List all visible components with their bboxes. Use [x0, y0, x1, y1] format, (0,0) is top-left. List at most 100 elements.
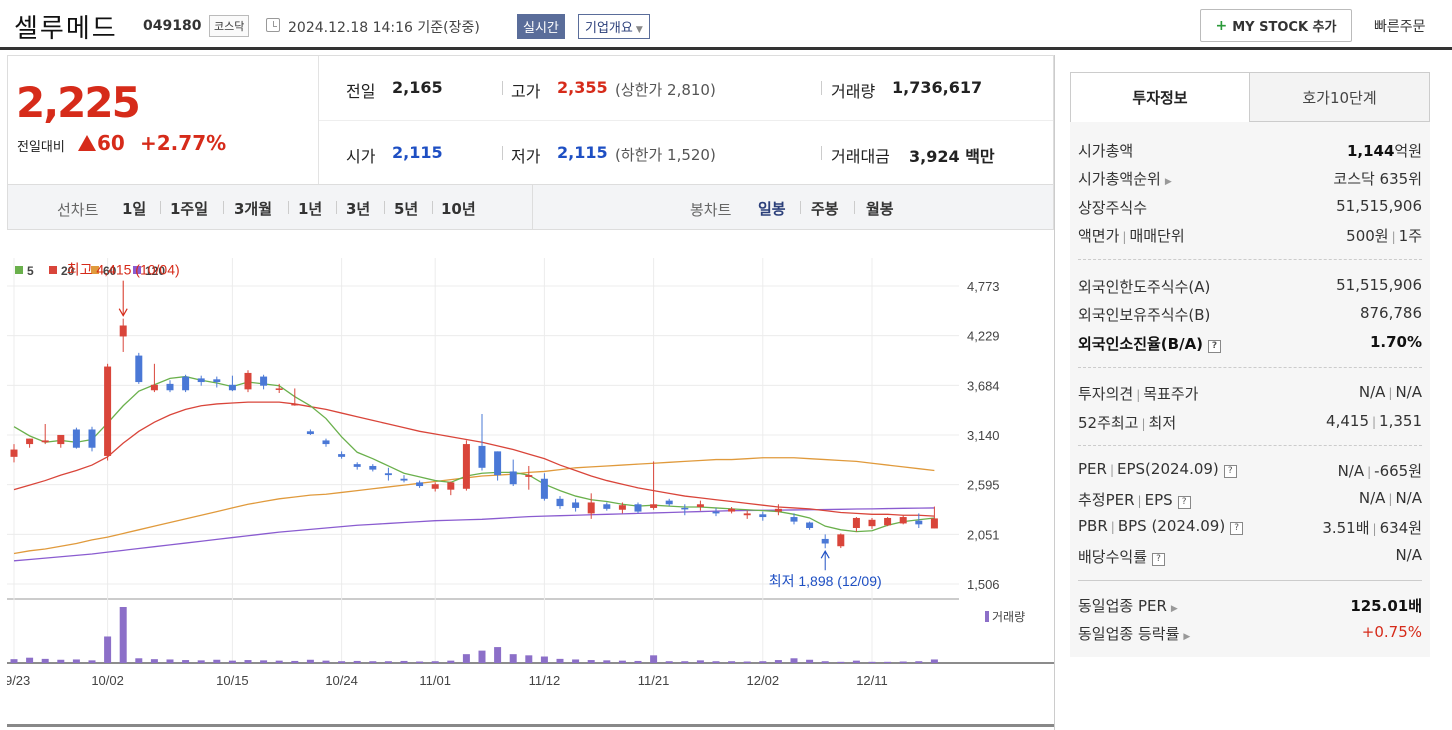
period-5y[interactable]: 5년 — [394, 200, 419, 218]
chevron-right-icon: ▶ — [1164, 177, 1172, 187]
period-10y[interactable]: 10년 — [441, 200, 476, 218]
candle-body — [400, 478, 408, 481]
line-chart-label[interactable]: 선차트 — [57, 201, 99, 219]
my-stock-add-button[interactable]: + MY STOCK 추가 — [1200, 9, 1352, 42]
candle-body — [166, 383, 174, 391]
prev-label: 전일 — [346, 82, 376, 101]
pbr-label: PBR | BPS (2024.09)? — [1078, 517, 1244, 535]
volume-bar — [540, 656, 548, 663]
x-tick-label: 09/23 — [7, 673, 30, 688]
volume-bar — [88, 660, 96, 663]
candle-body — [743, 513, 751, 516]
divider — [800, 201, 801, 214]
cap-rank-row[interactable]: 시가총액순위 ▶ 코스닥 635위 — [1078, 168, 1422, 194]
candle-body — [915, 520, 923, 525]
legend-swatch — [91, 266, 99, 274]
x-tick-label: 10/02 — [91, 673, 124, 688]
candle-body — [291, 403, 299, 406]
legend-label: 120 — [145, 264, 165, 278]
candle-chart-label[interactable]: 봉차트 — [690, 201, 732, 219]
chevron-down-icon: ▼ — [635, 25, 643, 35]
market-cap-row: 시가총액 1,144억원 — [1078, 140, 1422, 166]
company-overview-dropdown[interactable]: 기업개요 ▼ — [578, 14, 650, 39]
volume-bar — [759, 661, 767, 663]
candle-daily[interactable]: 일봉 — [758, 200, 786, 218]
candle-body — [213, 379, 221, 383]
divider — [1078, 259, 1422, 260]
candle-body — [384, 473, 392, 476]
period-3m[interactable]: 3개월 — [234, 200, 273, 218]
x-tick-label: 10/24 — [325, 673, 358, 688]
shares-label: 상장주식수 — [1078, 199, 1148, 217]
candle-body — [494, 451, 502, 476]
y-tick-label: 4,773 — [967, 279, 1000, 294]
candle-body — [806, 522, 814, 528]
up-arrow-icon — [78, 135, 96, 151]
volume-bar — [213, 659, 221, 663]
period-1d[interactable]: 1일 — [122, 200, 147, 218]
volume-bar — [915, 661, 923, 663]
candle-body — [681, 507, 689, 510]
amount-value: 3,924 백만 — [909, 147, 995, 166]
foreign-limit-row: 외국인한도주식수(A) 51,515,906 — [1078, 276, 1422, 302]
divider — [1078, 580, 1422, 581]
divider — [336, 201, 337, 214]
foreign-limit-label: 외국인한도주식수(A) — [1078, 278, 1211, 296]
volume-bar — [104, 636, 112, 663]
dividend-row: 배당수익률? N/A — [1078, 546, 1422, 572]
sector-per-row[interactable]: 동일업종 PER ▶ 125.01배 — [1078, 595, 1422, 621]
candle-body — [634, 504, 642, 512]
candle-body — [618, 505, 626, 510]
candle-body — [275, 388, 283, 390]
help-icon[interactable]: ? — [1152, 553, 1166, 566]
help-icon[interactable]: ? — [1177, 496, 1191, 509]
volume-bar — [650, 655, 658, 663]
volume-bar — [306, 659, 314, 663]
cap-rank-label[interactable]: 시가총액순위 ▶ — [1078, 170, 1172, 188]
face-value-row: 액면가 | 매매단위 500원 | 1주 — [1078, 225, 1422, 251]
period-1y[interactable]: 1년 — [298, 200, 323, 218]
w52-value: 4,415 | 1,351 — [1326, 412, 1422, 430]
help-icon[interactable]: ? — [1230, 522, 1244, 535]
volume-bar — [10, 659, 18, 663]
candle-body — [462, 444, 470, 489]
divider — [821, 81, 822, 95]
candle-body — [478, 445, 486, 468]
candle-body — [821, 538, 829, 544]
candle-body — [837, 534, 845, 547]
tab-invest-info[interactable]: 투자정보 — [1070, 72, 1250, 122]
period-3y[interactable]: 3년 — [346, 200, 371, 218]
foreign-ratio-row: 외국인소진율(B/A)? 1.70% — [1078, 333, 1422, 359]
candle-body — [72, 429, 80, 448]
sector-rate-value: +0.75% — [1361, 623, 1422, 641]
foreign-hold-row: 외국인보유주식수(B) 876,786 — [1078, 304, 1422, 330]
help-icon[interactable]: ? — [1208, 340, 1222, 353]
candle-body — [899, 517, 907, 524]
volume-bar — [150, 659, 158, 663]
candle-monthly[interactable]: 월봉 — [866, 200, 894, 218]
price-chart[interactable]: 4,773 4,229 3,684 3,140 2,595 2,051 1,506 09/23… — [7, 258, 1054, 728]
candle-body — [447, 482, 455, 490]
candle-body — [104, 366, 112, 456]
volume-bar — [72, 659, 80, 663]
sector-rate-label[interactable]: 동일업종 등락률 ▶ — [1078, 625, 1191, 643]
sector-per-label[interactable]: 동일업종 PER ▶ — [1078, 597, 1178, 615]
volume-bar — [556, 658, 564, 663]
realtime-button[interactable]: 실시간 — [517, 14, 565, 39]
candle-body — [322, 440, 330, 445]
dividend-value: N/A — [1395, 546, 1422, 564]
open-label: 시가 — [346, 147, 376, 166]
sector-rate-row[interactable]: 동일업종 등락률 ▶ +0.75% — [1078, 623, 1422, 649]
ma20-line — [13, 401, 935, 517]
lower-limit: (하한가 1,520) — [615, 146, 716, 164]
candle-weekly[interactable]: 주봉 — [811, 200, 839, 218]
quick-order-link[interactable]: 빠른주문 — [1374, 19, 1426, 35]
volume-bar — [182, 660, 190, 663]
tab-order-book[interactable]: 호가10단계 — [1249, 72, 1430, 122]
help-icon[interactable]: ? — [1223, 465, 1237, 478]
candle-body — [369, 465, 377, 470]
period-1w[interactable]: 1주일 — [170, 200, 209, 218]
stock-name: 셀루메드 — [14, 14, 118, 44]
foreign-ratio-label: 외국인소진율(B/A)? — [1078, 333, 1222, 354]
volume-bar — [228, 660, 236, 663]
